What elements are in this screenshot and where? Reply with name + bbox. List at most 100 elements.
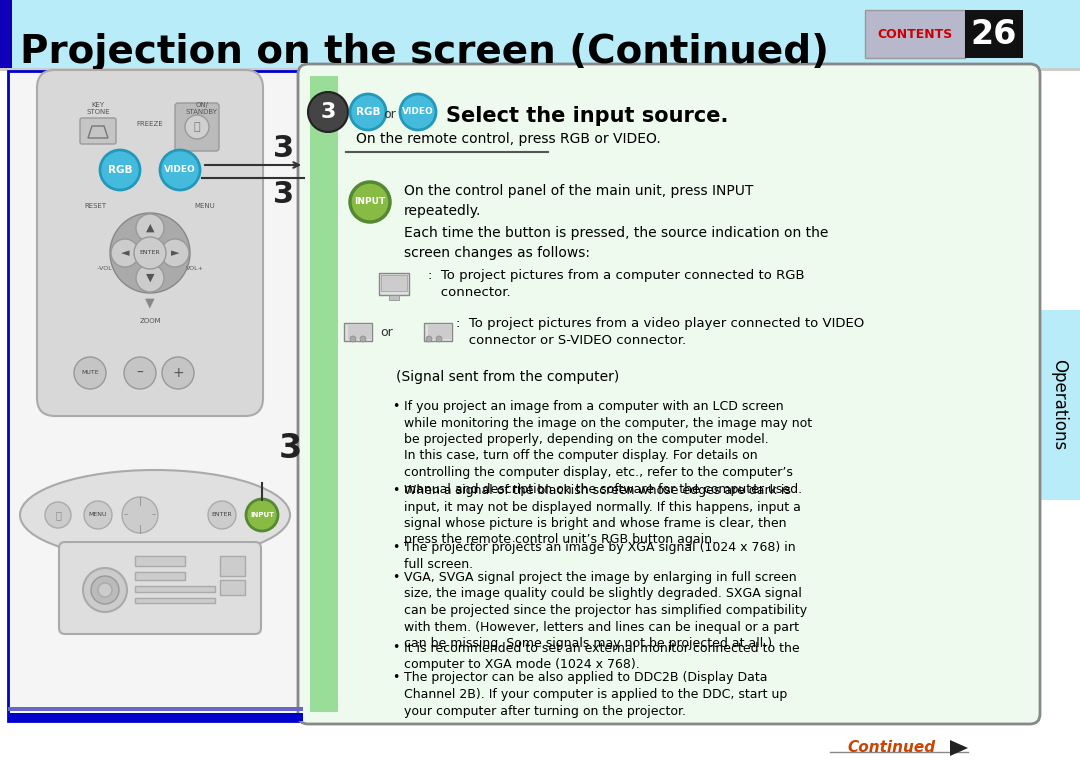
Polygon shape [950,740,968,756]
Circle shape [436,336,442,342]
Circle shape [308,92,348,132]
Text: It is recommended to set an external monitor connected to the
computer to XGA mo: It is recommended to set an external mon… [404,642,799,671]
Circle shape [246,499,278,531]
FancyBboxPatch shape [80,118,116,144]
Ellipse shape [21,470,291,560]
Circle shape [98,583,112,597]
Text: On the remote control, press RGB or VIDEO.: On the remote control, press RGB or VIDE… [356,132,661,146]
Text: Operations: Operations [1050,359,1068,451]
Circle shape [360,336,366,342]
Bar [424,323,453,341]
Text: Continued: Continued [848,740,936,756]
Text: •: • [392,541,400,554]
Text: MUTE: MUTE [81,371,98,375]
FancyBboxPatch shape [175,103,219,151]
Circle shape [134,237,166,269]
Text: –: – [136,366,144,380]
Text: CONTENTS: CONTENTS [877,28,953,40]
Bar [0,68,1080,71]
Text: ENTER: ENTER [212,513,232,517]
Text: (Signal sent from the computer): (Signal sent from the computer) [396,370,619,384]
Text: 3: 3 [273,134,294,163]
Circle shape [124,357,156,389]
Circle shape [350,182,390,222]
Text: ▼: ▼ [146,273,154,283]
Text: The projector can be also applied to DDC2B (Display Data
Channel 2B). If your co: The projector can be also applied to DDC… [404,672,787,717]
Text: ►: ► [171,248,179,258]
Text: RESET: RESET [84,203,106,209]
Text: When a signal of the blackish screen whose edges are dark is
input, it may not b: When a signal of the blackish screen who… [404,484,801,546]
Text: VIDEO: VIDEO [402,108,434,116]
Circle shape [350,336,356,342]
Text: MENU: MENU [194,203,215,209]
Circle shape [45,502,71,528]
Bar [865,10,966,58]
Circle shape [111,239,139,267]
Circle shape [350,94,386,130]
Bar [220,580,245,595]
Text: RGB: RGB [355,107,380,117]
Bar [220,556,245,576]
Text: •: • [392,672,400,685]
Text: 3: 3 [273,180,294,209]
Bar [135,556,185,566]
Circle shape [426,336,432,342]
Text: or: or [380,325,393,338]
Circle shape [122,497,158,533]
Bar [0,0,1080,68]
Text: VIDEO: VIDEO [164,166,195,174]
Text: 3: 3 [321,102,336,122]
Text: :  To project pictures from a computer connected to RGB
   connector.: : To project pictures from a computer co… [428,268,805,299]
FancyBboxPatch shape [298,64,1040,724]
Bar [428,325,453,339]
Text: or: or [383,108,396,121]
Circle shape [162,357,194,389]
Text: •: • [392,571,400,584]
Text: The projector projects an image by XGA signal (1024 x 768) in
full screen.: The projector projects an image by XGA s… [404,541,796,571]
Text: ENTER: ENTER [139,251,160,255]
Circle shape [185,115,210,139]
Bar [8,707,303,711]
Text: MENU: MENU [89,513,107,517]
Circle shape [75,357,106,389]
Text: INPUT: INPUT [354,198,386,206]
Text: If you project an image from a computer with an LCD screen
while monitoring the : If you project an image from a computer … [404,400,812,496]
Text: •: • [392,484,400,497]
Bar [135,586,215,592]
FancyBboxPatch shape [37,70,264,416]
Circle shape [84,501,112,529]
Text: •: • [392,642,400,655]
Circle shape [91,576,119,604]
Text: 3: 3 [279,432,301,465]
Text: –: – [124,510,129,520]
Text: ON/
STANDBY: ON/ STANDBY [186,102,218,115]
Text: KEY
STONE: KEY STONE [86,102,110,115]
Bar [0,0,12,68]
Circle shape [400,94,436,130]
Text: •: • [392,400,400,413]
Text: VGA, SVGA signal project the image by enlarging in full screen
size, the image q: VGA, SVGA signal project the image by en… [404,571,807,650]
Bar [966,10,1023,58]
Text: +: + [172,366,184,380]
FancyBboxPatch shape [59,542,261,634]
Text: ⏻: ⏻ [193,122,200,132]
Text: –VOL: –VOL [97,266,113,270]
Text: INPUT: INPUT [249,512,274,518]
Text: Projection on the screen (Continued): Projection on the screen (Continued) [21,33,829,71]
Text: |: | [138,497,141,506]
Circle shape [160,150,200,190]
Text: ⏻: ⏻ [55,510,60,520]
Circle shape [136,264,164,292]
Bar [1038,310,1080,500]
Bar [348,325,372,339]
Bar [135,598,215,603]
Text: :  To project pictures from a video player connected to VIDEO
   connector or S-: : To project pictures from a video playe… [456,316,864,348]
Circle shape [161,239,189,267]
Circle shape [83,568,127,612]
Circle shape [110,213,190,293]
Text: RGB: RGB [108,165,132,175]
Text: On the control panel of the main unit, press INPUT
repeatedly.: On the control panel of the main unit, p… [404,184,754,218]
Circle shape [136,214,164,242]
Circle shape [100,150,140,190]
Text: Each time the button is pressed, the source indication on the
screen changes as : Each time the button is pressed, the sou… [404,226,828,260]
